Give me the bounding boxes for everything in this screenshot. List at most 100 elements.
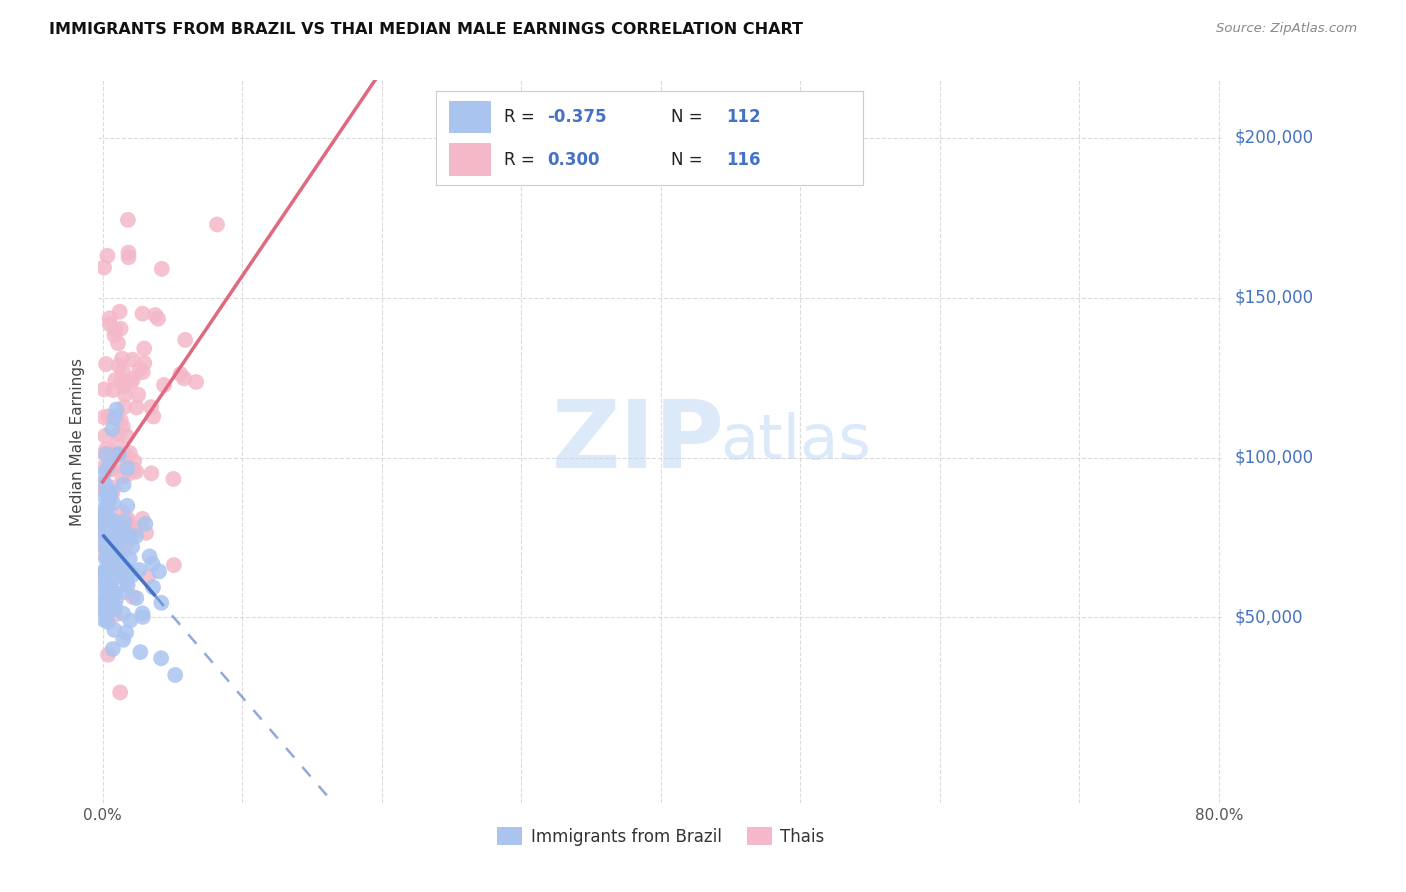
Point	[112, 400, 135, 414]
Point	[98, 578, 121, 592]
Point	[136, 570, 159, 584]
Point	[96, 501, 118, 516]
Point	[93, 447, 115, 461]
Point	[107, 549, 129, 564]
Point	[100, 448, 122, 462]
Point	[107, 557, 129, 571]
Point	[100, 580, 122, 594]
Point	[104, 517, 127, 532]
Point	[107, 336, 129, 351]
Point	[94, 524, 117, 538]
Point	[105, 409, 128, 424]
Point	[94, 481, 117, 495]
Point	[122, 521, 145, 535]
Point	[112, 632, 135, 647]
Point	[93, 527, 115, 541]
Point	[118, 551, 141, 566]
Point	[143, 308, 166, 322]
Point	[97, 512, 120, 526]
Point	[94, 519, 117, 533]
Point	[111, 469, 134, 483]
Text: Source: ZipAtlas.com: Source: ZipAtlas.com	[1216, 22, 1357, 36]
Point	[121, 540, 143, 554]
Y-axis label: Median Male Earnings: Median Male Earnings	[70, 358, 86, 525]
Text: IMMIGRANTS FROM BRAZIL VS THAI MEDIAN MALE EARNINGS CORRELATION CHART: IMMIGRANTS FROM BRAZIL VS THAI MEDIAN MA…	[49, 22, 803, 37]
Point	[93, 490, 115, 504]
Point	[100, 462, 122, 476]
Point	[117, 461, 139, 475]
Point	[104, 542, 127, 557]
Point	[122, 454, 145, 468]
Point	[101, 531, 124, 545]
Point	[103, 587, 125, 601]
Point	[100, 487, 122, 501]
Point	[127, 388, 149, 402]
Point	[93, 537, 115, 551]
Point	[93, 565, 115, 579]
Point	[94, 357, 117, 371]
Point	[97, 582, 120, 596]
Point	[150, 261, 173, 276]
Point	[101, 486, 124, 500]
Point	[93, 522, 115, 536]
Point	[107, 568, 129, 582]
Point	[96, 527, 118, 541]
Point	[98, 311, 121, 326]
Point	[142, 580, 165, 594]
Point	[115, 625, 138, 640]
Point	[96, 522, 118, 536]
Point	[125, 465, 148, 479]
Point	[93, 410, 115, 425]
Point	[94, 521, 117, 535]
Point	[146, 311, 169, 326]
Point	[115, 537, 138, 551]
Text: atlas: atlas	[720, 411, 872, 472]
Point	[93, 383, 115, 397]
Point	[114, 387, 136, 401]
Point	[112, 379, 135, 393]
Point	[94, 480, 117, 494]
Point	[93, 516, 115, 531]
Point	[98, 520, 121, 534]
Point	[150, 651, 173, 665]
Point	[98, 484, 121, 499]
Point	[118, 446, 141, 460]
Point	[142, 409, 165, 424]
Point	[94, 524, 117, 538]
Point	[96, 486, 118, 500]
Point	[118, 467, 141, 481]
Point	[108, 531, 131, 545]
Point	[100, 526, 122, 541]
Point	[114, 515, 136, 529]
Point	[131, 307, 153, 321]
Point	[103, 328, 125, 343]
Point	[117, 527, 139, 541]
Point	[97, 591, 120, 605]
Point	[107, 534, 129, 549]
Point	[110, 321, 132, 335]
Point	[129, 645, 152, 659]
Point	[104, 525, 127, 540]
Point	[93, 479, 115, 493]
Point	[94, 552, 117, 566]
Point	[104, 411, 127, 425]
Point	[105, 546, 128, 560]
Point	[134, 342, 156, 356]
Point	[111, 529, 134, 543]
Point	[101, 642, 124, 657]
Point	[114, 585, 136, 599]
Point	[107, 426, 129, 441]
Point	[121, 375, 143, 389]
Point	[96, 505, 118, 519]
Point	[121, 590, 143, 604]
Point	[93, 534, 115, 549]
Point	[108, 304, 131, 318]
Point	[111, 505, 134, 519]
Point	[101, 547, 124, 561]
Point	[98, 318, 121, 332]
Point	[150, 596, 173, 610]
Point	[93, 507, 115, 521]
Point	[103, 572, 125, 586]
Point	[94, 477, 117, 491]
Point	[96, 463, 118, 477]
